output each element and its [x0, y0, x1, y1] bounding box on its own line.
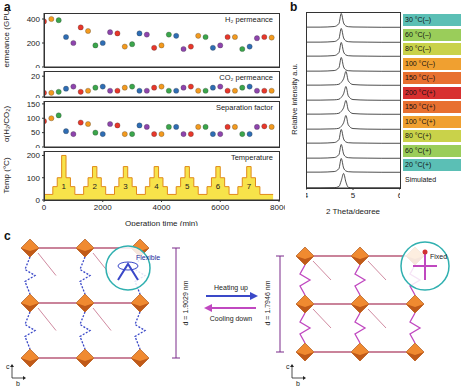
- svg-text:b: b: [16, 380, 20, 386]
- svg-text:200: 200: [27, 151, 41, 160]
- svg-text:d = 1.7946 nm: d = 1.7946 nm: [264, 280, 271, 325]
- html-text:CO₂ permeance: CO₂ permeance: [219, 73, 273, 82]
- svg-text:6: 6: [398, 190, 400, 199]
- svg-text:d = 1.9029 nm: d = 1.9029 nm: [182, 280, 189, 325]
- html-text:150 °C(–): 150 °C(–): [405, 74, 435, 81]
- svg-text:2 Theta/degree: 2 Theta/degree: [326, 207, 381, 214]
- html-text:Simulated: Simulated: [405, 175, 437, 183]
- svg-text:6000: 6000: [211, 203, 229, 212]
- html-text:100 °C(+): 100 °C(+): [405, 117, 436, 125]
- svg-text:4: 4: [306, 190, 309, 199]
- html-text:b: b: [290, 0, 298, 14]
- svg-text:200: 200: [27, 39, 41, 48]
- svg-text:b: b: [296, 380, 300, 386]
- svg-text:3: 3: [123, 182, 128, 191]
- svg-text:20: 20: [31, 72, 40, 81]
- svg-text:Cooling down: Cooling down: [210, 315, 253, 323]
- svg-text:c: c: [4, 229, 11, 243]
- svg-text:4: 4: [154, 182, 159, 191]
- svg-text:0: 0: [42, 203, 47, 212]
- html-text:150 °C(+): 150 °C(+): [405, 103, 436, 110]
- svg-text:100: 100: [27, 114, 41, 123]
- svg-text:5: 5: [351, 190, 356, 199]
- svg-text:5: 5: [185, 182, 190, 191]
- svg-text:Temp (°C): Temp (°C): [2, 157, 11, 193]
- svg-text:Permeance (GPU): Permeance (GPU): [2, 10, 11, 68]
- svg-text:50: 50: [31, 128, 40, 137]
- html-text:60 °C(+): 60 °C(+): [405, 146, 432, 154]
- svg-text:Operation time (min): Operation time (min): [125, 219, 198, 226]
- html-text:Temperature: Temperature: [230, 153, 273, 162]
- svg-text:400: 400: [27, 15, 41, 24]
- html-text:Relative intensity a.u.: Relative intensity a.u.: [289, 63, 299, 135]
- svg-text:2: 2: [92, 182, 97, 191]
- html-text:80 °C(–): 80 °C(–): [405, 45, 432, 52]
- svg-text:Flexible: Flexible: [136, 254, 160, 261]
- svg-text:Heating up: Heating up: [214, 284, 248, 292]
- svg-text:150: 150: [27, 100, 41, 109]
- html-text:a: a: [4, 0, 11, 14]
- svg-text:0: 0: [36, 143, 41, 148]
- html-text:Separation factor: Separation factor: [215, 103, 273, 112]
- svg-text:4000: 4000: [153, 203, 171, 212]
- svg-text:0: 0: [36, 196, 41, 205]
- html-text:200 °C(+): 200 °C(+): [405, 88, 436, 96]
- html-text:H₂ permeance: H₂ permeance: [225, 15, 273, 24]
- svg-text:8000: 8000: [270, 203, 285, 212]
- svg-text:0: 0: [36, 63, 41, 68]
- svg-text:0: 0: [36, 93, 41, 98]
- svg-text:Fixed: Fixed: [430, 253, 447, 260]
- svg-text:α(H₂/CO₂): α(H₂/CO₂): [2, 106, 11, 143]
- svg-text:100: 100: [27, 174, 41, 183]
- html-text:100 °C(–): 100 °C(–): [405, 59, 435, 67]
- svg-text:7: 7: [247, 182, 252, 191]
- html-text:30 °C(–): 30 °C(–): [405, 16, 432, 23]
- svg-text:c: c: [6, 363, 10, 370]
- svg-text:c: c: [286, 363, 290, 370]
- html-text:60 °C(–): 60 °C(–): [405, 30, 432, 38]
- html-text:80 °C(+): 80 °C(+): [405, 132, 432, 139]
- svg-text:6: 6: [216, 182, 221, 191]
- svg-text:1: 1: [62, 182, 67, 191]
- svg-text:2000: 2000: [94, 203, 112, 212]
- html-text:20 °C(+): 20 °C(+): [405, 161, 432, 168]
